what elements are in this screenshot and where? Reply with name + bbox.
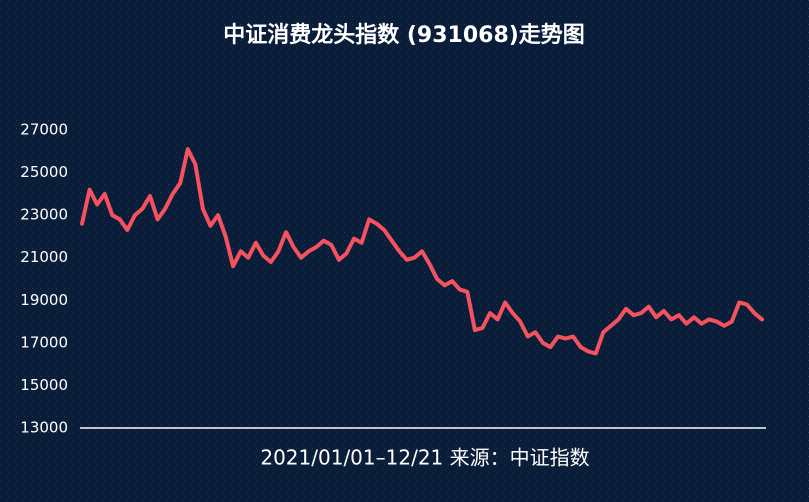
y-tick-label: 17000	[20, 333, 68, 351]
y-tick-label: 23000	[20, 206, 68, 224]
chart-title: 中证消费龙头指数 (931068)走势图	[223, 22, 585, 48]
data-line	[80, 147, 764, 356]
y-tick-label: 27000	[20, 121, 68, 139]
y-tick-label: 19000	[20, 291, 68, 309]
y-tick-label: 21000	[20, 248, 68, 266]
x-axis-label: 2021/01/01–12/21 来源：中证指数	[260, 446, 589, 470]
y-tick-label: 15000	[20, 376, 68, 394]
y-tick-label: 13000	[20, 419, 68, 437]
y-tick-label: 25000	[20, 163, 68, 181]
